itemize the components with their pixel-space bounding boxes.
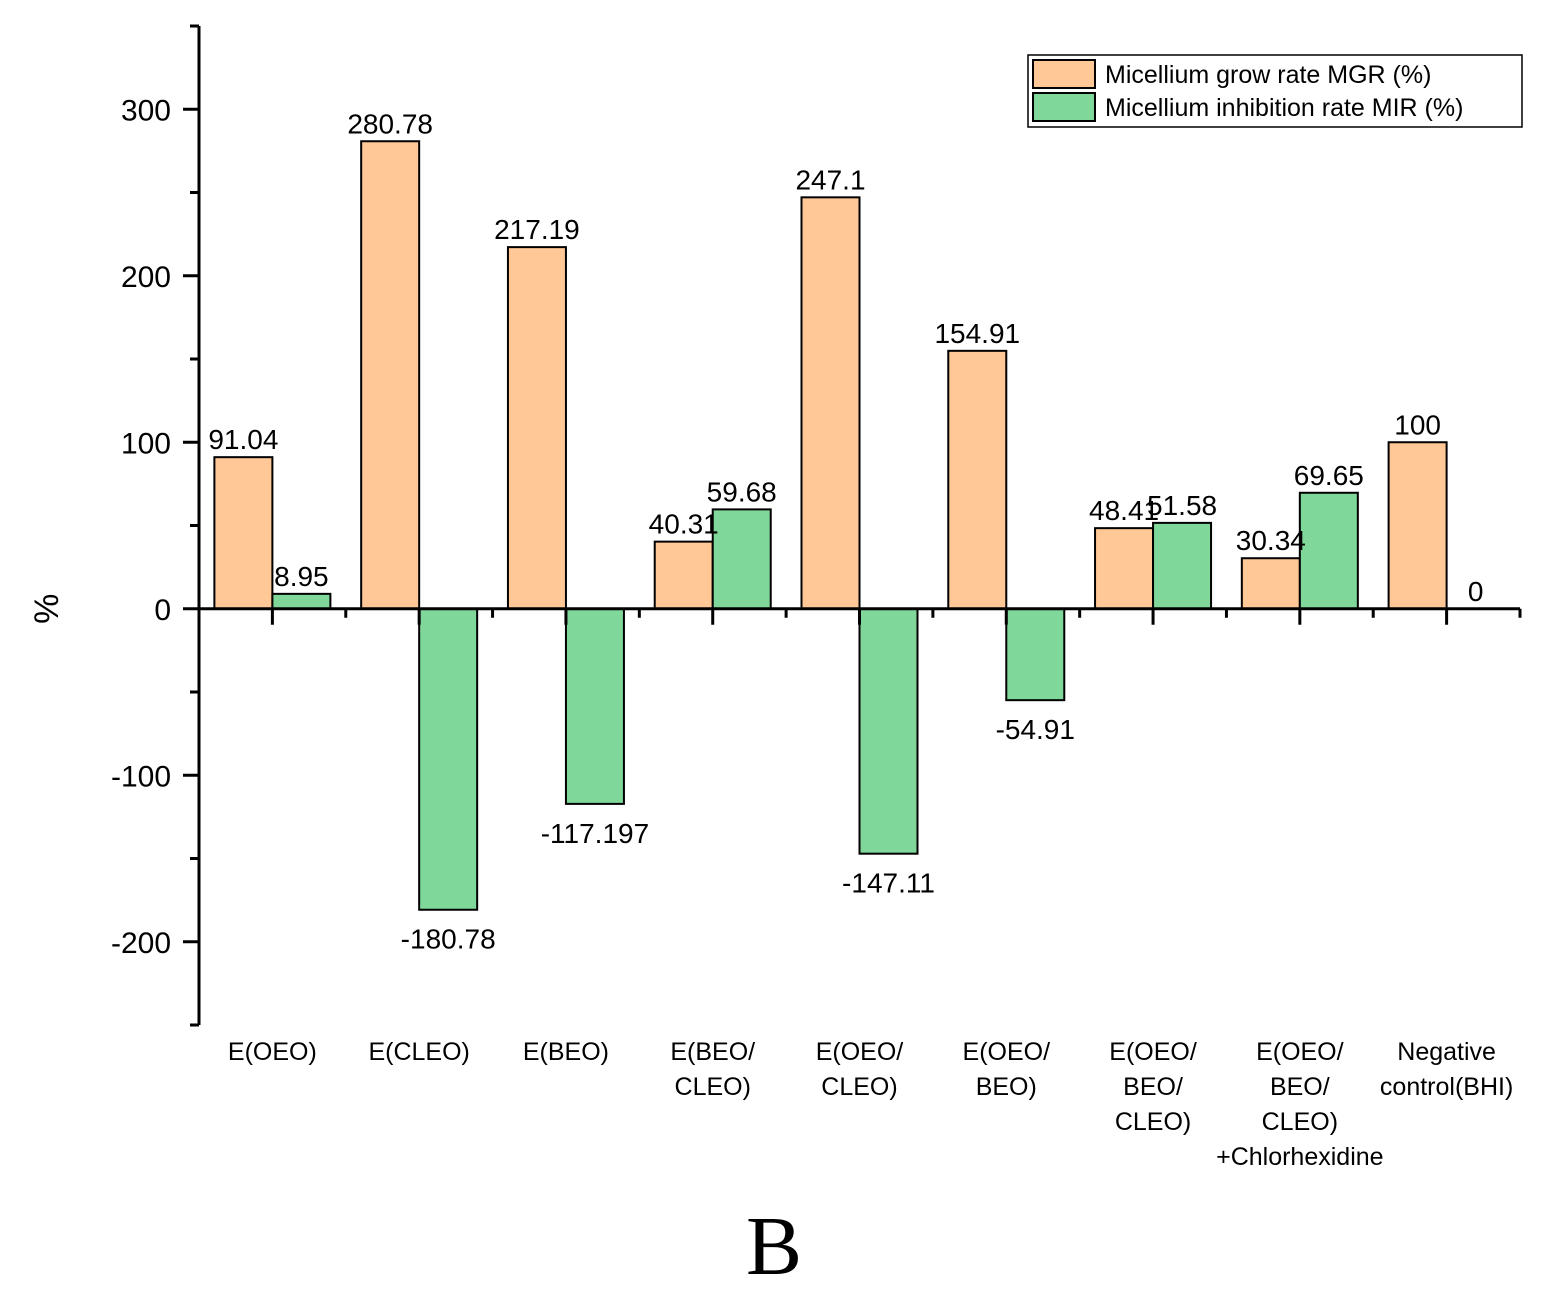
x-category-label: E(OEO) bbox=[228, 1038, 317, 1066]
mgr-value-label: 48.41 bbox=[1089, 495, 1159, 526]
x-category-label-line: CLEO) bbox=[1115, 1108, 1191, 1136]
mir-value-label: -147.11 bbox=[842, 868, 935, 899]
mgr-bar bbox=[800, 196, 861, 610]
mgr-bar bbox=[213, 456, 274, 610]
y-tick-label: 0 bbox=[154, 594, 171, 627]
x-category-label-line: E(OEO) bbox=[228, 1038, 317, 1066]
y-axis-label: % bbox=[28, 594, 66, 624]
x-category-label: E(OEO/CLEO) bbox=[816, 1038, 904, 1101]
mgr-bar bbox=[947, 349, 1008, 610]
x-category-label: E(OEO/BEO/CLEO) +Chlorhexidine bbox=[1216, 1038, 1383, 1171]
x-category-label-line: CLEO) bbox=[1262, 1108, 1338, 1136]
mir-value-label: 8.95 bbox=[274, 561, 329, 592]
y-tick-label: -100 bbox=[111, 760, 171, 793]
x-category-label-line: BEO/ bbox=[1123, 1073, 1183, 1101]
x-category-label-line: E(OEO/ bbox=[816, 1038, 904, 1066]
mir-bar bbox=[1152, 521, 1213, 610]
panel-letter: B bbox=[745, 1200, 803, 1293]
mgr-value-label: 154.91 bbox=[934, 318, 1020, 349]
x-category-label-line: E(BEO/ bbox=[670, 1038, 755, 1066]
y-tick-label: 200 bbox=[121, 261, 171, 294]
x-category-label: E(OEO/BEO) bbox=[963, 1038, 1051, 1101]
mgr-bar bbox=[1094, 527, 1155, 610]
legend-swatch bbox=[1032, 59, 1096, 89]
mgr-value-label: 217.19 bbox=[494, 214, 580, 245]
mir-bar bbox=[1298, 491, 1359, 610]
mgr-value-label: 40.31 bbox=[649, 509, 719, 540]
x-category-label-line: E(BEO) bbox=[523, 1038, 609, 1066]
mgr-bar bbox=[1240, 557, 1301, 610]
mir-bar bbox=[564, 607, 625, 805]
x-category-label: Negative control(BHI) bbox=[1380, 1038, 1513, 1101]
mir-bar bbox=[271, 592, 332, 610]
mgr-value-label: 30.34 bbox=[1236, 525, 1306, 556]
x-category-label-line: E(OEO/ bbox=[1256, 1038, 1344, 1066]
legend-box bbox=[1027, 54, 1523, 128]
x-category-label: E(CLEO) bbox=[368, 1038, 469, 1066]
mgr-bar bbox=[653, 540, 714, 610]
mir-value-label: -54.91 bbox=[996, 714, 1075, 745]
mir-value-label: -117.197 bbox=[541, 818, 649, 849]
mgr-value-label: 280.78 bbox=[347, 108, 433, 139]
x-category-label: E(BEO) bbox=[523, 1038, 609, 1066]
x-category-label-line: E(OEO/ bbox=[1109, 1038, 1197, 1066]
mir-bar bbox=[1005, 607, 1066, 702]
x-category-label-line: CLEO) bbox=[675, 1073, 751, 1101]
legend-swatch bbox=[1032, 92, 1096, 122]
x-category-label-line: Negative bbox=[1397, 1038, 1496, 1066]
y-tick-label: -200 bbox=[111, 927, 171, 960]
mgr-bar bbox=[360, 140, 421, 610]
mir-bar bbox=[418, 607, 479, 911]
x-category-label-line: +Chlorhexidine bbox=[1216, 1143, 1383, 1171]
legend-label: Micellium inhibition rate MIR (%) bbox=[1105, 94, 1463, 122]
y-tick-label: 100 bbox=[121, 427, 171, 460]
mir-value-label: 59.68 bbox=[707, 476, 777, 507]
mgr-bar bbox=[506, 246, 567, 610]
legend-label: Micellium grow rate MGR (%) bbox=[1105, 61, 1431, 89]
mgr-value-label: 247.1 bbox=[795, 164, 865, 195]
mgr-value-label: 91.04 bbox=[208, 424, 278, 455]
x-category-label-line: E(CLEO) bbox=[368, 1038, 469, 1066]
mir-value-label: 51.58 bbox=[1147, 490, 1217, 521]
x-category-label-line: BEO) bbox=[976, 1073, 1037, 1101]
y-tick-label: 300 bbox=[121, 94, 171, 127]
x-category-label-line: control(BHI) bbox=[1380, 1073, 1513, 1101]
x-category-label-line: BEO/ bbox=[1270, 1073, 1330, 1101]
x-category-label: E(BEO/CLEO) bbox=[670, 1038, 755, 1101]
mir-bar bbox=[858, 607, 919, 855]
mgr-value-label: 100 bbox=[1394, 409, 1441, 440]
x-category-label: E(OEO/BEO/CLEO) bbox=[1109, 1038, 1197, 1136]
mgr-bar bbox=[1387, 441, 1448, 610]
mir-value-label: 0 bbox=[1468, 576, 1484, 607]
x-category-label-line: E(OEO/ bbox=[963, 1038, 1051, 1066]
mir-value-label: -180.78 bbox=[401, 924, 496, 955]
mir-bar bbox=[711, 508, 772, 610]
x-category-label-line: CLEO) bbox=[821, 1073, 897, 1101]
mir-value-label: 69.65 bbox=[1294, 460, 1364, 491]
